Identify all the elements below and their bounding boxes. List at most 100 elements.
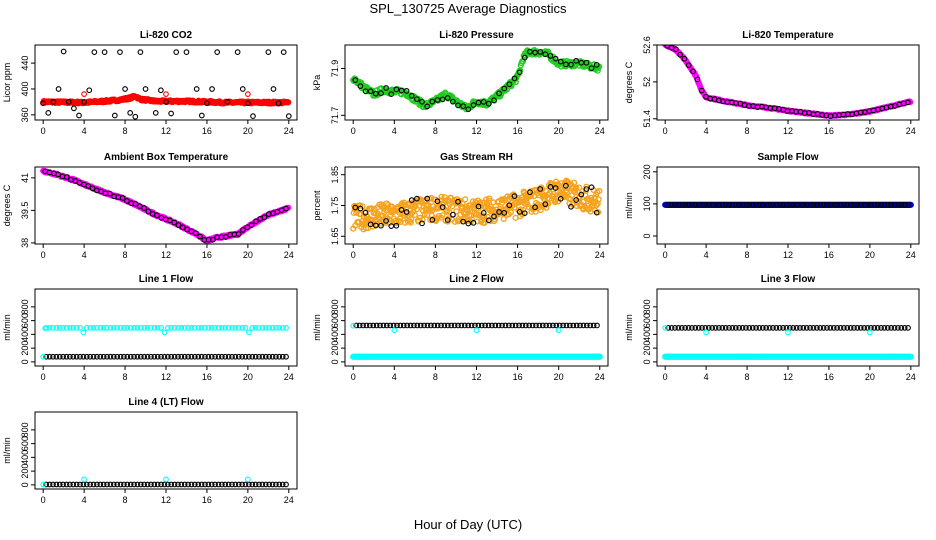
data-point	[86, 87, 93, 94]
data-point	[542, 201, 549, 208]
data-point	[878, 202, 884, 208]
page-title: SPL_130725 Average Diagnostics	[369, 1, 567, 16]
data-point	[749, 324, 756, 331]
data-point	[154, 353, 161, 360]
data-point	[675, 324, 682, 331]
data-point	[164, 481, 171, 488]
data-point	[543, 322, 550, 329]
x-tick-label: 20	[865, 126, 875, 136]
data-point	[486, 195, 493, 202]
data-point	[419, 98, 425, 105]
y-tick-label: 71.7	[330, 107, 340, 125]
data-point	[756, 202, 763, 208]
data-point	[502, 322, 509, 329]
data-point	[132, 113, 139, 120]
y-tick-label: 71.9	[330, 60, 340, 78]
y-tick-label: 600	[20, 313, 30, 328]
data-point	[677, 51, 683, 58]
x-tick-label: 0	[663, 126, 668, 136]
data-point	[480, 210, 487, 216]
data-point	[239, 324, 245, 331]
data-point	[694, 76, 701, 83]
data-point	[699, 324, 705, 331]
data-point	[411, 322, 417, 329]
y-axis-label: ml/min	[624, 192, 634, 219]
data-point	[475, 322, 482, 329]
data-point	[134, 353, 141, 360]
y-axis-label: Licor ppm	[2, 63, 12, 103]
data-point	[491, 97, 497, 104]
data-point	[352, 77, 359, 83]
data-point	[712, 202, 719, 208]
data-point	[266, 353, 273, 360]
x-tick-label: 24	[595, 126, 605, 136]
data-point	[901, 324, 908, 331]
data-point	[356, 322, 363, 329]
data-point	[215, 324, 222, 331]
data-point	[824, 202, 830, 208]
data-point	[864, 202, 871, 208]
data-point	[144, 324, 151, 331]
data-point	[516, 209, 523, 215]
data-point	[212, 353, 218, 360]
data-point	[179, 224, 186, 231]
data-point	[142, 86, 149, 92]
data-point	[837, 202, 844, 208]
data-point	[722, 324, 729, 331]
x-tick-label: 0	[351, 372, 356, 382]
data-point	[662, 324, 669, 331]
data-point	[90, 324, 97, 331]
data-point	[557, 195, 564, 202]
data-point	[521, 210, 528, 217]
y-tick-label: 200	[330, 341, 340, 356]
data-point	[148, 481, 154, 488]
data-point	[596, 353, 603, 360]
x-tick-label: 8	[123, 250, 128, 260]
data-point	[380, 322, 387, 329]
data-point	[269, 353, 276, 360]
data-point	[568, 203, 574, 210]
x-tick-label: 0	[41, 495, 46, 505]
data-point	[450, 211, 456, 218]
data-point	[907, 201, 914, 208]
data-point	[188, 481, 195, 488]
data-point	[481, 213, 488, 220]
data-point	[468, 322, 475, 329]
data-point	[570, 179, 578, 186]
data-point	[77, 481, 83, 488]
plot-frame	[344, 44, 609, 121]
data-point	[482, 322, 488, 329]
data-point	[212, 324, 218, 331]
data-point	[214, 49, 221, 55]
data-point	[202, 353, 208, 360]
data-point	[901, 202, 908, 208]
data-point	[871, 202, 878, 208]
data-point	[168, 481, 175, 488]
data-point	[491, 213, 497, 220]
y-axis-label: kPa	[312, 75, 322, 91]
data-point	[350, 322, 357, 329]
data-point	[790, 324, 797, 331]
data-point	[56, 353, 63, 360]
data-point	[588, 65, 595, 72]
data-point	[232, 353, 239, 360]
data-point	[702, 202, 709, 208]
data-point	[698, 87, 705, 94]
data-point	[868, 202, 874, 208]
data-point	[465, 322, 472, 329]
data-point	[127, 110, 134, 116]
data-point	[219, 324, 225, 331]
data-point	[276, 353, 283, 360]
data-point	[161, 329, 168, 336]
data-point	[229, 353, 235, 360]
data-point	[478, 322, 485, 329]
data-point	[431, 322, 438, 329]
data-point	[506, 202, 513, 209]
data-point	[104, 481, 110, 488]
data-point	[506, 81, 513, 88]
data-point	[590, 322, 597, 329]
x-tick-label: 8	[745, 372, 750, 382]
series	[40, 325, 49, 360]
data-point	[104, 353, 110, 360]
